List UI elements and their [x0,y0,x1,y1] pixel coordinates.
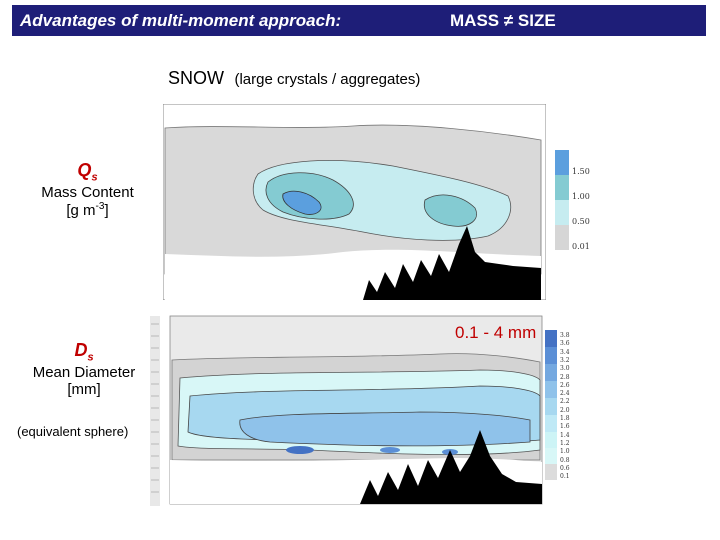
diameter-colorbar-tick: 2.6 [560,381,570,389]
diameter-colorbar-swatch [545,432,557,448]
ds-symbol: Ds [74,340,94,364]
diameter-colorbar-tick: 1.0 [560,448,570,456]
snow-subtitle: SNOW (large crystals / aggregates) [168,68,420,89]
title-bar: Advantages of multi-moment approach: MAS… [12,5,706,36]
diameter-colorbar-tick: 0.8 [560,456,570,464]
diameter-colorbar-tick: 1.4 [560,431,570,439]
mean-diameter-colorbar [545,330,557,480]
diameter-colorbar-tick: 2.4 [560,390,570,398]
mass-content-unit: [g m-3] [66,200,109,219]
diameter-colorbar-swatch [545,381,557,398]
diameter-colorbar-swatch [545,330,557,347]
mass-colorbar-swatch [555,200,569,225]
diameter-colorbar-tick: 3.4 [560,348,570,356]
diameter-colorbar-swatch [545,448,557,464]
diameter-colorbar-tick: 3.8 [560,332,570,339]
diameter-colorbar-tick: 2.8 [560,373,570,381]
equivalent-sphere-note: (equivalent sphere) [17,424,129,439]
mass-colorbar-swatch [555,225,569,250]
diameter-colorbar-tick: 3.6 [560,340,570,348]
mean-diameter-label: Ds Mean Diameter [mm] [18,340,150,398]
mean-diameter-name: Mean Diameter [32,363,136,381]
diameter-colorbar-tick: 3.0 [560,365,570,373]
diameter-colorbar-tick: 1.6 [560,423,570,431]
mass-colorbar-tick: 1.50 [572,167,590,176]
diameter-colorbar-swatch [545,364,557,381]
mass-colorbar-swatch [555,150,569,175]
diameter-colorbar-swatch [545,464,557,480]
diameter-colorbar-swatch [545,398,557,415]
diameter-colorbar-tick: 0.1 [560,473,570,481]
mass-colorbar-swatch [555,175,569,200]
mass-content-plot [163,104,546,300]
slide-title: Advantages of multi-moment approach: [20,11,342,30]
diameter-colorbar-tick: 3.2 [560,356,570,364]
mass-colorbar-tick: 0.50 [572,217,590,226]
diameter-range-note: 0.1 - 4 mm [455,323,537,342]
mass-size-heading: MASS ≠ SIZE [450,11,556,30]
diameter-colorbar-tick: 1.2 [560,439,570,447]
mass-colorbar-tick: 0.01 [572,242,590,251]
diameter-colorbar-tick: 1.8 [560,415,570,422]
mass-content-name: Mass Content [41,183,134,201]
diameter-colorbar-tick: 2.0 [560,406,570,414]
snow-label: SNOW [168,68,224,88]
mass-colorbar-tick: 1.00 [572,192,590,201]
diameter-colorbar-swatch [545,347,557,364]
mean-diameter-unit: [mm] [67,380,101,398]
diameter-colorbar-tick: 2.2 [560,398,570,406]
diameter-colorbar-swatch [545,415,557,432]
mean-diameter-plot [150,300,546,513]
mass-content-colorbar [555,150,569,250]
snow-description: (large crystals / aggregates) [234,71,421,88]
qs-symbol: Qs [77,160,98,184]
mass-content-label: Qs Mass Content [g m-3] [30,160,145,219]
diameter-colorbar-tick: 0.6 [560,464,570,472]
